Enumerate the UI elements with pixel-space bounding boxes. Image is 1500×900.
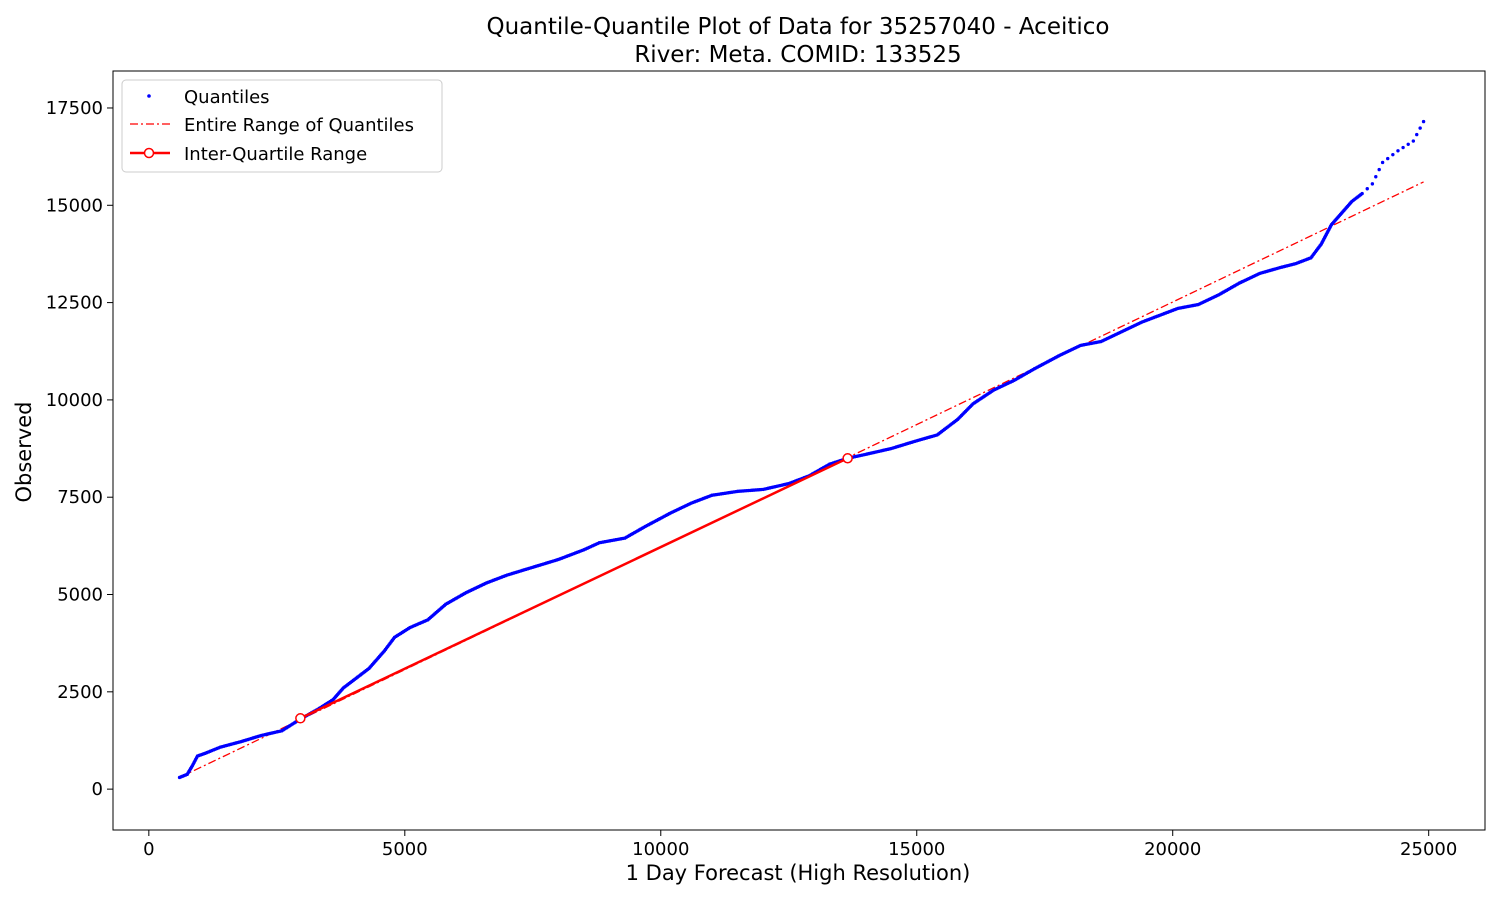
quantile-point [1386,156,1390,161]
x-tick-label: 5000 [382,839,428,860]
chart-subtitle: River: Meta. COMID: 133525 [634,42,961,68]
quantile-point [1391,152,1395,157]
legend: Quantiles Entire Range of Quantiles Inte… [121,79,443,173]
legend-quantiles-label: Quantiles [184,87,270,108]
quantile-point [1396,149,1400,153]
y-tick-label: 0 [92,779,103,800]
iqr-marker [295,713,306,724]
plot-frame [112,70,1486,831]
x-tick-label: 10000 [632,839,689,860]
x-tick-label: 25000 [1400,839,1457,860]
x-axis: 0 5000 10000 15000 20000 25000 [143,830,1457,860]
iqr-line [299,457,849,720]
x-axis-title: 1 Day Forecast (High Resolution) [626,861,971,885]
quantile-point [1411,139,1416,143]
quantile-point [1401,145,1405,150]
plot-area: 0 5000 10000 15000 20000 25000 0 2500 5000 7500 1… [46,70,1486,860]
quantile-point [1415,132,1419,137]
y-tick-label: 2500 [57,682,103,703]
y-tick-label: 7500 [57,487,103,508]
quantile-point [1365,187,1369,191]
x-tick-label: 0 [143,839,154,860]
legend-iqr-label: Inter-Quartile Range [184,144,367,165]
quantile-point [1370,182,1375,186]
iqr-marker [842,453,853,464]
quantile-point [1406,142,1410,147]
y-tick-label: 12500 [46,293,103,314]
y-axis: 0 2500 5000 7500 10000 12500 15000 17500 [46,98,113,800]
quantile-point [1374,175,1378,179]
y-tick-label: 17500 [46,98,103,119]
legend-box [121,79,443,173]
x-tick-label: 15000 [888,839,945,860]
legend-entire-range-label: Entire Range of Quantiles [184,115,414,136]
x-tick-label: 20000 [1144,839,1201,860]
quantile-point [1360,191,1364,196]
quantile-point [1421,119,1426,124]
y-tick-label: 15000 [46,195,103,216]
legend-quantiles-marker [147,94,151,98]
y-axis-title: Observed [12,401,36,502]
y-tick-label: 10000 [46,390,103,411]
quantile-point [1377,167,1381,172]
series-layer [177,119,1426,780]
chart-title: Quantile-Quantile Plot of Data for 35257… [487,14,1110,40]
quantile-point [1380,160,1385,165]
y-tick-label: 5000 [57,585,103,606]
quantile-point [1418,126,1422,130]
legend-iqr-marker [143,147,155,159]
